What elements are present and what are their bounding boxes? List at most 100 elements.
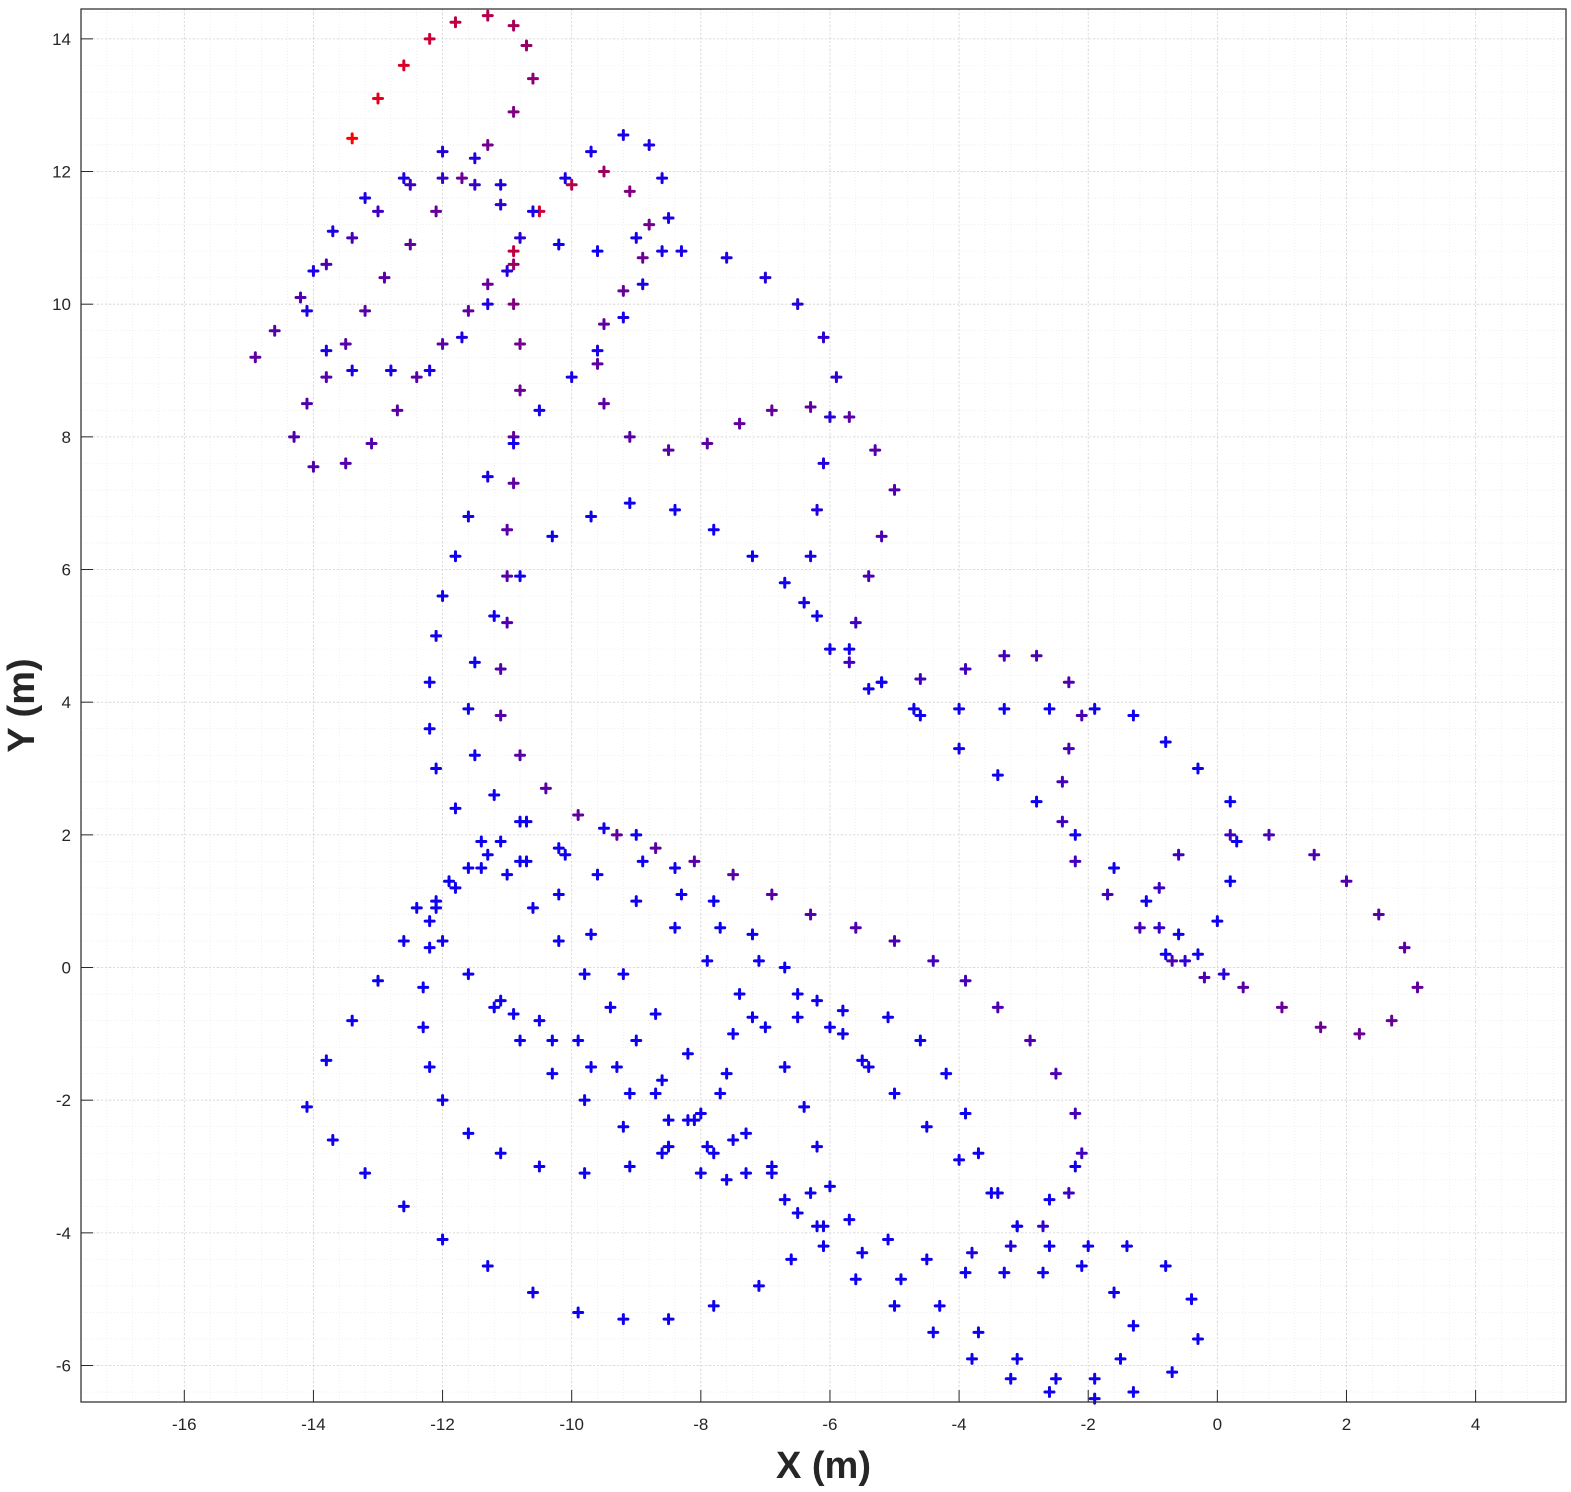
data-point (630, 828, 643, 841)
data-point (998, 649, 1011, 662)
data-point (998, 1266, 1011, 1279)
data-point (740, 1127, 753, 1140)
data-point (1037, 1220, 1050, 1233)
data-point (326, 225, 339, 238)
data-point (778, 576, 791, 589)
data-point (1140, 895, 1153, 908)
data-point (791, 1206, 804, 1219)
data-point (823, 1180, 836, 1193)
data-point (572, 1034, 585, 1047)
data-point (927, 954, 940, 967)
data-point (1172, 928, 1185, 941)
data-point (1308, 848, 1321, 861)
data-point (514, 337, 527, 350)
data-point (636, 278, 649, 291)
data-point (765, 888, 778, 901)
data-point (378, 271, 391, 284)
data-point (849, 616, 862, 629)
data-point (597, 822, 610, 835)
data-point (481, 1260, 494, 1273)
data-point (507, 437, 520, 450)
data-point (940, 1067, 953, 1080)
data-point (707, 1299, 720, 1312)
data-point (1011, 1352, 1024, 1365)
y-tick-label: -2 (56, 1091, 71, 1110)
y-tick-label: -6 (56, 1357, 71, 1376)
data-point (546, 530, 559, 543)
data-point (320, 344, 333, 357)
data-point (488, 609, 501, 622)
data-point (798, 1100, 811, 1113)
data-point (1159, 1260, 1172, 1273)
data-point (423, 32, 436, 45)
data-point (630, 895, 643, 908)
data-point (966, 1246, 978, 1259)
data-point (468, 178, 481, 191)
data-point (526, 901, 539, 914)
data-point (1353, 1027, 1366, 1040)
data-point (1049, 1372, 1062, 1385)
data-point (494, 709, 507, 722)
data-point (591, 344, 604, 357)
data-point (585, 1061, 598, 1074)
data-point (423, 676, 436, 689)
data-point (811, 503, 824, 516)
data-point (617, 129, 630, 142)
data-point (320, 1054, 333, 1067)
data-point (707, 523, 720, 536)
data-point (1191, 1332, 1204, 1345)
data-point (752, 954, 765, 967)
data-point (1127, 1386, 1140, 1399)
data-point (501, 523, 514, 536)
data-point (830, 371, 843, 384)
data-point (475, 835, 488, 848)
data-point (1043, 1386, 1056, 1399)
data-point (449, 802, 462, 815)
data-point (714, 921, 727, 934)
data-point (300, 304, 313, 317)
data-point (843, 656, 856, 669)
data-point (720, 1173, 733, 1186)
data-point (1263, 828, 1275, 841)
data-point (520, 39, 533, 52)
data-point (1314, 1021, 1327, 1034)
data-point (481, 298, 494, 311)
data-point (662, 1114, 675, 1127)
y-tick-label: 2 (62, 826, 71, 845)
data-point (746, 550, 759, 563)
data-point (1043, 1240, 1056, 1253)
data-point (811, 609, 824, 622)
data-point (1127, 709, 1140, 722)
data-point (1049, 1067, 1062, 1080)
data-point (843, 410, 856, 423)
data-point (733, 417, 746, 430)
data-point (559, 848, 572, 861)
data-point (1108, 862, 1121, 875)
data-point (720, 1067, 733, 1080)
data-point (1153, 921, 1166, 934)
data-point (817, 457, 830, 470)
data-point (417, 1021, 430, 1034)
data-point (1024, 1034, 1037, 1047)
data-point (727, 868, 740, 881)
data-point (501, 868, 514, 881)
data-point (920, 1253, 933, 1266)
data-point (462, 510, 475, 523)
data-point (468, 749, 481, 762)
data-point (953, 742, 966, 755)
data-point (294, 291, 307, 304)
data-point (649, 842, 662, 855)
data-point (798, 596, 811, 609)
data-point (430, 205, 443, 218)
data-point (514, 570, 527, 583)
data-point (300, 397, 313, 410)
data-point (849, 1273, 862, 1286)
data-point (507, 477, 520, 490)
data-point (552, 238, 565, 251)
data-point (462, 1127, 475, 1140)
data-point (268, 324, 281, 337)
x-tick-label: -2 (1081, 1415, 1096, 1434)
data-point (397, 1200, 410, 1213)
data-point (501, 616, 514, 629)
data-point (591, 357, 604, 370)
